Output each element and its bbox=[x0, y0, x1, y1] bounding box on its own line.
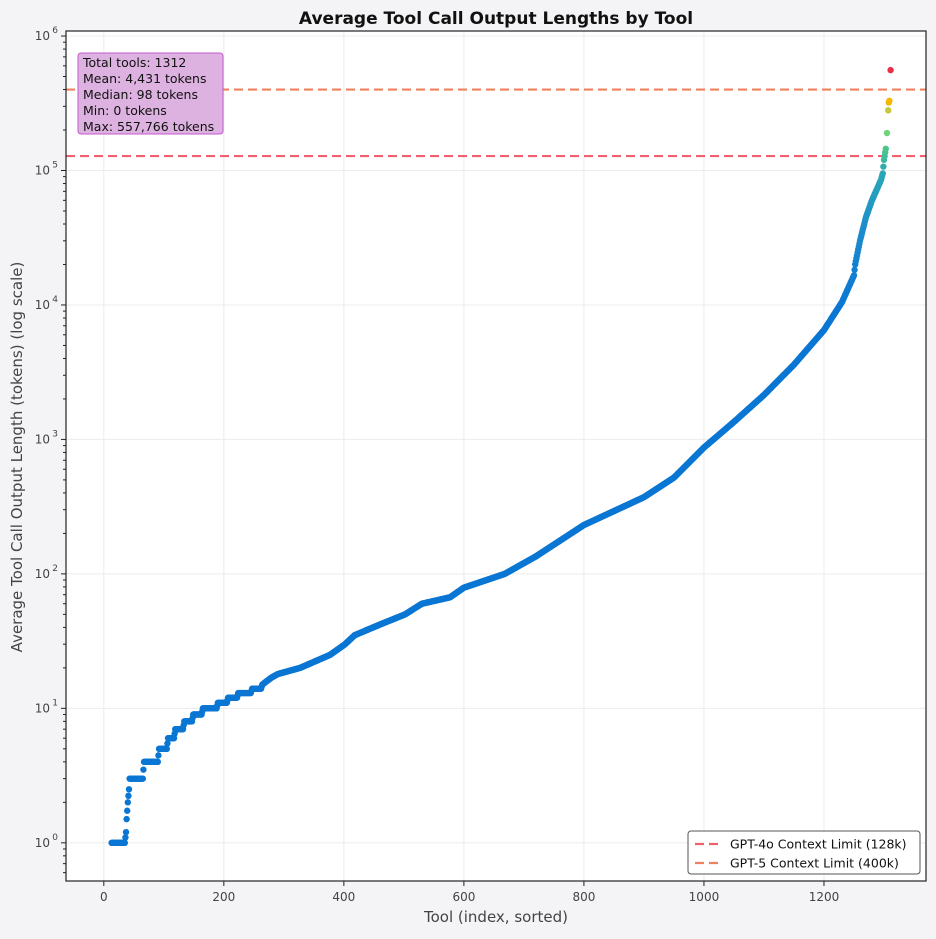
data-point bbox=[850, 272, 858, 279]
stats-line: Median: 98 tokens bbox=[83, 87, 198, 102]
y-tick-label-exponent: 0 bbox=[52, 833, 58, 843]
legend-label: GPT-4o Context Limit (128k) bbox=[730, 837, 907, 852]
y-tick-label: 10 bbox=[35, 163, 50, 177]
data-point bbox=[122, 828, 130, 836]
data-point bbox=[851, 266, 858, 274]
y-tick-label: 10 bbox=[35, 836, 50, 850]
data-point bbox=[121, 839, 129, 847]
stats-line: Min: 0 tokens bbox=[83, 103, 167, 118]
y-tick-label: 10 bbox=[35, 567, 50, 581]
x-tick-label: 1200 bbox=[809, 890, 840, 904]
y-axis-label: Average Tool Call Output Length (tokens)… bbox=[8, 262, 26, 653]
data-point bbox=[163, 745, 171, 753]
plot-area bbox=[66, 31, 926, 881]
y-tick-label: 10 bbox=[35, 298, 50, 312]
stats-line: Mean: 4,431 tokens bbox=[83, 71, 206, 86]
y-tick-label-exponent: 6 bbox=[52, 26, 58, 36]
stats-box-background bbox=[77, 52, 224, 135]
legend-label: GPT-5 Context Limit (400k) bbox=[730, 856, 899, 871]
chart-title: Average Tool Call Output Lengths by Tool bbox=[299, 9, 693, 29]
data-point bbox=[880, 163, 887, 170]
data-point bbox=[123, 815, 130, 823]
x-tick-label: 800 bbox=[572, 890, 595, 904]
data-point bbox=[155, 752, 162, 759]
y-tick-label: 10 bbox=[35, 29, 50, 43]
data-point bbox=[139, 775, 147, 782]
y-tick-label-exponent: 5 bbox=[52, 160, 58, 170]
stats-line: Max: 557,766 tokens bbox=[83, 119, 214, 134]
y-tick-label-exponent: 4 bbox=[52, 295, 58, 305]
x-tick-label: 200 bbox=[212, 890, 235, 904]
x-tick-label: 600 bbox=[452, 890, 475, 904]
y-tick-label: 10 bbox=[35, 701, 50, 715]
y-tick-label-exponent: 3 bbox=[52, 429, 58, 439]
data-point bbox=[124, 807, 131, 814]
data-point bbox=[884, 107, 892, 114]
x-tick-label: 0 bbox=[100, 890, 108, 904]
data-point bbox=[883, 129, 891, 137]
data-point bbox=[124, 799, 132, 806]
plot-frame bbox=[65, 30, 927, 882]
data-point bbox=[122, 834, 129, 841]
legend: GPT-4o Context Limit (128k) GPT-5 Context… bbox=[687, 830, 921, 875]
data-point bbox=[882, 145, 889, 152]
scatter-points bbox=[108, 66, 894, 847]
data-point bbox=[125, 786, 133, 793]
data-point bbox=[154, 758, 162, 766]
data-point bbox=[140, 766, 147, 773]
x-tick-label: 1000 bbox=[689, 890, 720, 904]
data-point bbox=[887, 66, 894, 74]
x-axis: 0 200 400 600 800 1000 1200 bbox=[100, 881, 839, 904]
y-tick-label: 10 bbox=[35, 432, 50, 446]
legend-box bbox=[687, 830, 921, 875]
x-axis-label: Tool (index, sorted) bbox=[423, 908, 568, 926]
x-tick-label: 400 bbox=[332, 890, 355, 904]
y-tick-label-exponent: 2 bbox=[52, 564, 58, 574]
y-tick-label-exponent: 1 bbox=[52, 698, 58, 708]
data-point bbox=[879, 170, 886, 177]
stats-line: Total tools: 1312 bbox=[82, 55, 186, 70]
data-point bbox=[886, 97, 893, 104]
data-point bbox=[164, 740, 171, 747]
data-point bbox=[125, 792, 132, 800]
